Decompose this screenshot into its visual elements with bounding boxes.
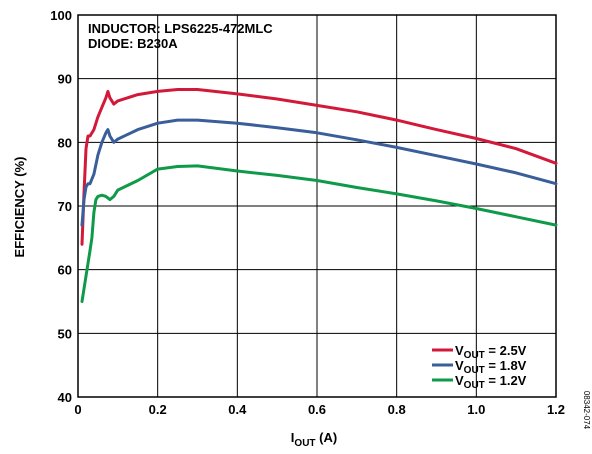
x-axis-title-main: I <box>291 430 295 445</box>
x-tick-label: 0.4 <box>228 402 247 417</box>
x-tick-label: 0.6 <box>308 402 326 417</box>
x-axis-title-rest: (A) <box>316 430 338 445</box>
legend-entry-main: V <box>455 358 464 373</box>
x-axis-title-sub: OUT <box>294 438 315 449</box>
x-tick-label: 1.0 <box>467 402 485 417</box>
y-tick-label: 50 <box>58 326 72 341</box>
legend-entry-rest: = 2.5V <box>485 343 527 358</box>
x-tick-labels: 0 0.2 0.4 0.6 0.8 1.0 1.2 <box>74 402 565 417</box>
y-tick-label: 90 <box>58 72 72 87</box>
series-line <box>80 88 558 246</box>
y-tick-label: 40 <box>58 390 72 405</box>
series-line <box>80 118 558 227</box>
x-tick-label: 1.2 <box>547 402 565 417</box>
y-tick-label: 80 <box>58 135 72 150</box>
legend-entry-sub: OUT <box>464 380 485 391</box>
legend-entry-main: V <box>455 343 464 358</box>
x-axis-title: IOUT (A) <box>291 430 337 449</box>
annotation-diode: DIODE: B230A <box>88 36 178 51</box>
figure-id: 08342-074 <box>582 391 591 430</box>
legend-entry-rest: = 1.8V <box>485 358 527 373</box>
x-tick-label: 0 <box>74 402 81 417</box>
legend-entry: VOUT = 1.2V <box>455 373 527 391</box>
y-tick-labels: 40 50 60 70 80 90 100 <box>50 8 72 405</box>
series-layer <box>80 88 558 303</box>
grid-lines <box>78 15 556 397</box>
legend-entry: VOUT = 2.5V <box>455 343 527 361</box>
y-tick-label: 100 <box>50 8 72 23</box>
y-axis-title: EFFICIENCY (%) <box>12 157 27 258</box>
y-tick-label: 70 <box>58 199 72 214</box>
legend-entry-sub: OUT <box>464 365 485 376</box>
x-tick-label: 0.2 <box>149 402 167 417</box>
legend-entry: VOUT = 1.8V <box>455 358 527 376</box>
legend-entry-main: V <box>455 373 464 388</box>
x-tick-label: 0.8 <box>388 402 406 417</box>
legend-entry-sub: OUT <box>464 350 485 361</box>
y-tick-label: 60 <box>58 263 72 278</box>
plot-frame <box>77 14 557 398</box>
legend-entry-rest: = 1.2V <box>485 373 527 388</box>
series-line <box>80 164 558 303</box>
annotation-inductor: INDUCTOR: LPS6225-472MLC <box>88 21 273 36</box>
